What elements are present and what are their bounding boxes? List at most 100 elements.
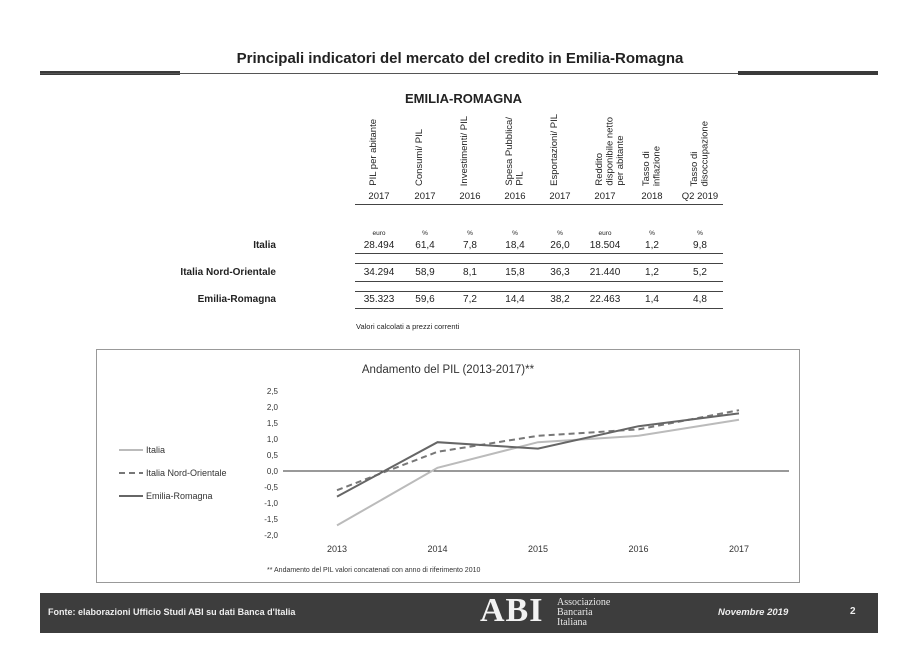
legend-label: Emilia-Romagna [146, 491, 213, 501]
column-unit: euro [598, 230, 612, 237]
legend-label: Italia [146, 445, 165, 455]
table-row-label: Emilia-Romagna [197, 294, 276, 305]
column-year: 2017 [368, 191, 390, 202]
column-header-label: Tasso di inflazione [641, 145, 663, 186]
table-cell: 1,4 [645, 294, 659, 305]
table-cell: 7,2 [463, 294, 477, 305]
table-row-label: Italia [253, 240, 276, 251]
column-header: Tasso di disoccupazione [689, 108, 711, 187]
table-rule [355, 281, 723, 282]
abi-logo-line: Bancaria [557, 607, 593, 618]
y-tick-label: 1,0 [267, 435, 279, 444]
y-tick-label: 0,0 [267, 467, 279, 476]
table-cell: 28.494 [363, 240, 395, 251]
column-year: 2016 [459, 191, 481, 202]
column-unit: euro [372, 230, 386, 237]
y-tick-label: -2,0 [264, 531, 278, 540]
series-line-italia [336, 418, 740, 527]
table-cell: 21.440 [589, 267, 621, 278]
title-rule-right [738, 71, 878, 75]
column-year: 2017 [414, 191, 436, 202]
table-cell: 18.504 [589, 240, 621, 251]
column-year: 2017 [549, 191, 571, 202]
x-tick-label: 2013 [327, 544, 347, 554]
series-line-emilia-romagna [336, 412, 740, 498]
table-row-label: Italia Nord-Orientale [180, 267, 276, 278]
table-rule [355, 204, 723, 205]
column-header-label: Reddito disponibile netto per abitante [594, 117, 626, 186]
y-tick-label: 0,5 [267, 451, 279, 460]
chart-footnote: ** Andamento del PIL valori concatenati … [267, 567, 480, 574]
column-unit: % [512, 230, 518, 237]
table-cell: 26,0 [550, 240, 570, 251]
table-cell: 36,3 [550, 267, 570, 278]
table-cell: 38,2 [550, 294, 570, 305]
table-cell: 15,8 [505, 267, 525, 278]
column-unit: % [557, 230, 563, 237]
table-title: EMILIA-ROMAGNA [405, 91, 522, 106]
column-header-label: Tasso di disoccupazione [689, 120, 711, 187]
column-header: Investimenti/ PIL [459, 108, 480, 186]
abi-logo-line: Associazione [557, 597, 611, 608]
column-unit: % [422, 230, 428, 237]
column-header-label: Esportazioni/ PIL [549, 114, 560, 186]
table-cell: 34.294 [363, 267, 395, 278]
column-unit: % [467, 230, 473, 237]
table-rule [355, 291, 723, 292]
column-year: 2017 [594, 191, 616, 202]
table-cell: 1,2 [645, 240, 659, 251]
table-cell: 8,1 [463, 267, 477, 278]
column-year: Q2 2019 [681, 191, 719, 202]
table-cell: 18,4 [505, 240, 525, 251]
footer-bar [40, 593, 878, 633]
abi-logo-line: Italiana [557, 617, 587, 628]
table-cell: 5,2 [693, 267, 707, 278]
table-rule [355, 253, 723, 254]
table-rule [355, 308, 723, 309]
table-cell: 58,9 [415, 267, 435, 278]
x-tick-label: 2015 [528, 544, 548, 554]
page-title: Principali indicatori del mercato del cr… [236, 50, 684, 67]
table-cell: 59,6 [415, 294, 435, 305]
x-tick-label: 2014 [427, 544, 447, 554]
table-rule [355, 263, 723, 264]
x-tick-label: 2017 [729, 544, 749, 554]
x-tick-label: 2016 [628, 544, 648, 554]
title-rule [40, 73, 878, 74]
table-note: Valori calcolati a prezzi correnti [356, 322, 460, 331]
footer-date: Novembre 2019 [718, 607, 789, 618]
column-header: Esportazioni/ PIL [549, 108, 570, 186]
footer-source: Fonte: elaborazioni Ufficio Studi ABI su… [48, 607, 296, 617]
table-cell: 1,2 [645, 267, 659, 278]
column-header-label: PIL per abitante [368, 119, 379, 186]
abi-logo: ABI [480, 592, 544, 629]
column-header: Spesa Pubblica/ PIL [504, 108, 526, 186]
column-header: Consumi/ PIL [414, 108, 435, 186]
y-tick-label: -1,5 [264, 515, 278, 524]
table-cell: 14,4 [505, 294, 525, 305]
column-year: 2016 [504, 191, 526, 202]
chart-title: Andamento del PIL (2013-2017)** [362, 364, 535, 376]
y-tick-label: 2,0 [267, 403, 279, 412]
column-header: Tasso di inflazione [641, 108, 663, 186]
gdp-chart-panel: Andamento del PIL (2013-2017)** 2,5 2,0 1,5… [96, 349, 800, 583]
y-tick-label: -1,0 [264, 499, 278, 508]
series-line-italia-nord-orientale [336, 409, 740, 492]
table-cell: 7,8 [463, 240, 477, 251]
table-cell: 9,8 [693, 240, 707, 251]
table-cell: 61,4 [415, 240, 435, 251]
y-tick-label: 2,5 [267, 387, 279, 396]
table-cell: 35.323 [363, 294, 395, 305]
gdp-chart: Andamento del PIL (2013-2017)** 2,5 2,0 1,5… [119, 364, 789, 574]
column-unit: % [697, 230, 703, 237]
y-tick-label: 1,5 [267, 419, 279, 428]
page-number: 2 [850, 606, 856, 617]
y-tick-label: -0,5 [264, 483, 278, 492]
column-header: Reddito disponibile netto per abitante [594, 108, 626, 186]
column-header-label: Spesa Pubblica/ PIL [504, 117, 526, 186]
column-header-label: Investimenti/ PIL [459, 115, 470, 186]
legend-label: Italia Nord-Orientale [146, 468, 227, 478]
column-unit: % [649, 230, 655, 237]
column-header: PIL per abitante [368, 108, 389, 186]
table-cell: 22.463 [589, 294, 621, 305]
